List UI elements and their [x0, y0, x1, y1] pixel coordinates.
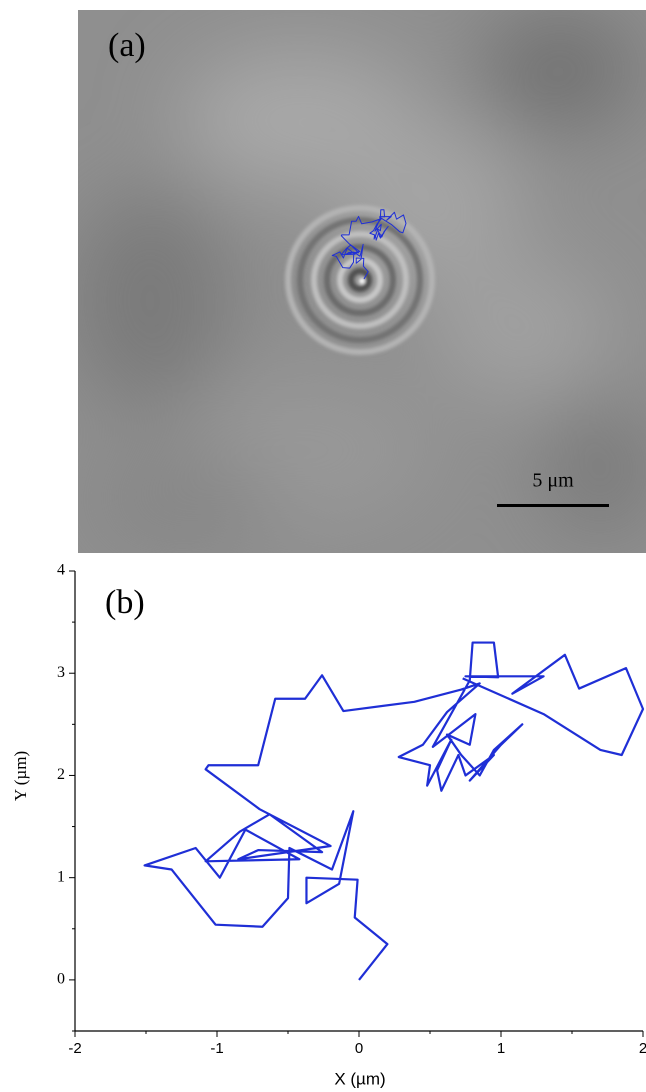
y-tick-label: 2 — [57, 766, 65, 783]
inset-trajectory-group — [331, 209, 407, 280]
x-tick-label: -2 — [68, 1040, 81, 1057]
x-tick-label: -1 — [210, 1040, 223, 1057]
x-tick-label: 0 — [355, 1040, 363, 1057]
inset-trajectory — [331, 209, 407, 280]
y-tick-label: 4 — [57, 562, 65, 579]
y-axis-label: Y (µm) — [11, 751, 30, 801]
x-tick-label: 2 — [639, 1040, 646, 1057]
panel-label: (b) — [105, 584, 145, 621]
scale-bar-label: 5 μm — [532, 470, 574, 492]
y-tick-label: 0 — [57, 971, 65, 988]
x-axis-label: X (µm) — [334, 1069, 385, 1088]
y-tick-label: 3 — [57, 664, 65, 681]
y-tick-label: 1 — [57, 868, 65, 885]
trajectory — [143, 641, 645, 981]
x-tick-label: 1 — [497, 1040, 505, 1057]
micrograph — [78, 10, 646, 553]
panel-label: (a) — [108, 27, 146, 64]
scale-bar — [497, 504, 609, 507]
